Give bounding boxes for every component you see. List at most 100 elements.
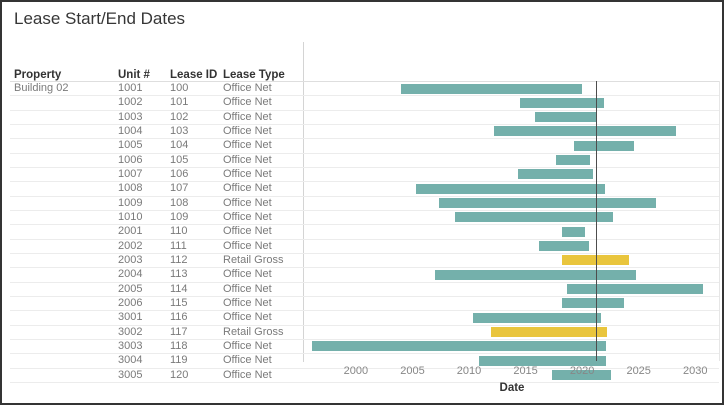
gantt-row-track — [297, 254, 719, 267]
lease-bar[interactable] — [400, 83, 582, 94]
gantt-row-track — [297, 111, 719, 124]
lease-id-cell: 111 — [170, 239, 187, 252]
lease-type-cell: Office Net — [223, 96, 272, 109]
axis-tick-label: 2000 — [343, 365, 369, 377]
lease-bar[interactable] — [494, 126, 677, 137]
lease-type-cell: Office Net — [223, 297, 272, 310]
lease-bar[interactable] — [473, 312, 602, 323]
lease-bar[interactable] — [562, 298, 625, 309]
lease-bar[interactable] — [519, 97, 604, 108]
table-row: 1002 101 Office Net — [10, 96, 719, 111]
lease-bar[interactable] — [479, 355, 606, 366]
gantt-row-track — [297, 297, 719, 310]
table-row: 1003 102 Office Net — [10, 111, 719, 125]
lease-id-cell: 104 — [170, 139, 189, 152]
table-row: 2003 112 Retail Gross — [10, 254, 719, 269]
gantt-row-track — [297, 283, 719, 296]
lease-type-cell: Retail Gross — [223, 254, 284, 267]
lease-id-cell: 114 — [170, 282, 188, 295]
gantt-row-track — [297, 96, 719, 109]
lease-bar[interactable] — [518, 169, 594, 180]
lease-type-cell: Office Net — [223, 153, 272, 166]
gantt-row-track — [297, 268, 719, 281]
gantt-row-track — [297, 354, 719, 367]
lease-id-cell: 116 — [170, 311, 188, 324]
table-row: 1007 106 Office Net — [10, 168, 719, 183]
lease-id-cell: 110 — [170, 225, 188, 238]
unit-cell: 2005 — [118, 282, 143, 295]
lease-bar[interactable] — [415, 183, 605, 194]
lease-type-cell: Office Net — [223, 82, 272, 95]
lease-bar[interactable] — [454, 212, 613, 223]
lease-bar[interactable] — [438, 198, 656, 209]
unit-cell: 2004 — [118, 268, 143, 281]
table-row: 3004 119 Office Net — [10, 354, 719, 369]
lease-type-cell: Office Net — [223, 125, 272, 138]
table-row: 1008 107 Office Net — [10, 182, 719, 197]
lease-bar[interactable] — [573, 140, 634, 151]
table-header-row: Property Unit # Lease ID Lease Type — [10, 62, 719, 82]
gantt-row-track — [297, 326, 719, 339]
table-row: 2002 111 Office Net — [10, 240, 719, 254]
axis-tick-label: 2030 — [682, 365, 708, 377]
lease-id-cell: 101 — [170, 96, 189, 109]
lease-bar[interactable] — [551, 370, 611, 381]
lease-bar[interactable] — [562, 255, 630, 266]
table-row: 1004 103 Office Net — [10, 125, 719, 140]
table-row: 2005 114 Office Net — [10, 283, 719, 297]
table-row: Building 02 1001 100 Office Net — [10, 82, 719, 97]
table-row: 3003 118 Office Net — [10, 340, 719, 355]
table-row: 1006 105 Office Net — [10, 154, 719, 168]
lease-id-cell: 119 — [170, 354, 188, 367]
column-header-lease-id: Lease ID — [170, 69, 218, 81]
gantt-row-track — [297, 197, 719, 210]
table-rows: Building 02 1001 100 Office Net 1002 101 Offic… — [10, 82, 719, 383]
lease-type-cell: Office Net — [223, 239, 272, 252]
axis-tick-label: 2020 — [569, 365, 595, 377]
gantt-row-track — [297, 225, 719, 238]
lease-id-cell: 120 — [170, 368, 189, 381]
lease-bar[interactable] — [562, 226, 586, 237]
unit-cell: 1008 — [118, 182, 143, 195]
unit-cell: 1004 — [118, 125, 143, 138]
table-row: 2004 113 Office Net — [10, 268, 719, 283]
lease-bar[interactable] — [539, 241, 589, 252]
lease-type-cell: Office Net — [223, 340, 272, 353]
axis-tick-label: 2005 — [400, 365, 425, 377]
unit-cell: 3005 — [118, 368, 143, 381]
unit-cell: 1010 — [118, 211, 143, 224]
lease-bar[interactable] — [566, 284, 703, 295]
table-row: 2001 110 Office Net — [10, 225, 719, 240]
lease-bar[interactable] — [490, 327, 608, 338]
gantt-row-track — [297, 168, 719, 181]
property-cell: Building 02 — [14, 82, 69, 95]
lease-bar[interactable] — [534, 112, 597, 123]
unit-cell: 2001 — [118, 225, 143, 238]
lease-type-cell: Office Net — [223, 182, 272, 195]
gantt-row-track — [297, 369, 719, 382]
lease-type-cell: Office Net — [223, 168, 272, 181]
column-header-property: Property — [14, 69, 62, 81]
lease-id-cell: 109 — [170, 211, 189, 224]
gantt-row-track — [297, 125, 719, 138]
axis-tick-label: 2015 — [513, 365, 538, 377]
lease-bar[interactable] — [435, 269, 636, 280]
axis-tick-label: 2025 — [626, 365, 651, 377]
lease-id-cell: 103 — [170, 125, 189, 138]
lease-type-cell: Office Net — [223, 211, 272, 224]
unit-cell: 3003 — [118, 340, 143, 353]
unit-cell: 1005 — [118, 139, 143, 152]
gantt-row-track — [297, 240, 719, 253]
lease-id-cell: 106 — [170, 168, 189, 181]
lease-type-cell: Office Net — [223, 196, 272, 209]
unit-cell: 1006 — [118, 153, 143, 166]
lease-bar[interactable] — [556, 155, 590, 166]
lease-id-cell: 115 — [170, 297, 188, 310]
gantt-row-track — [297, 139, 719, 152]
unit-cell: 1007 — [118, 168, 143, 181]
table-row: 2006 115 Office Net — [10, 297, 719, 312]
unit-cell: 1001 — [118, 82, 143, 95]
lease-bar[interactable] — [311, 341, 606, 352]
lease-id-cell: 100 — [170, 82, 189, 95]
table-row: 3001 116 Office Net — [10, 311, 719, 326]
